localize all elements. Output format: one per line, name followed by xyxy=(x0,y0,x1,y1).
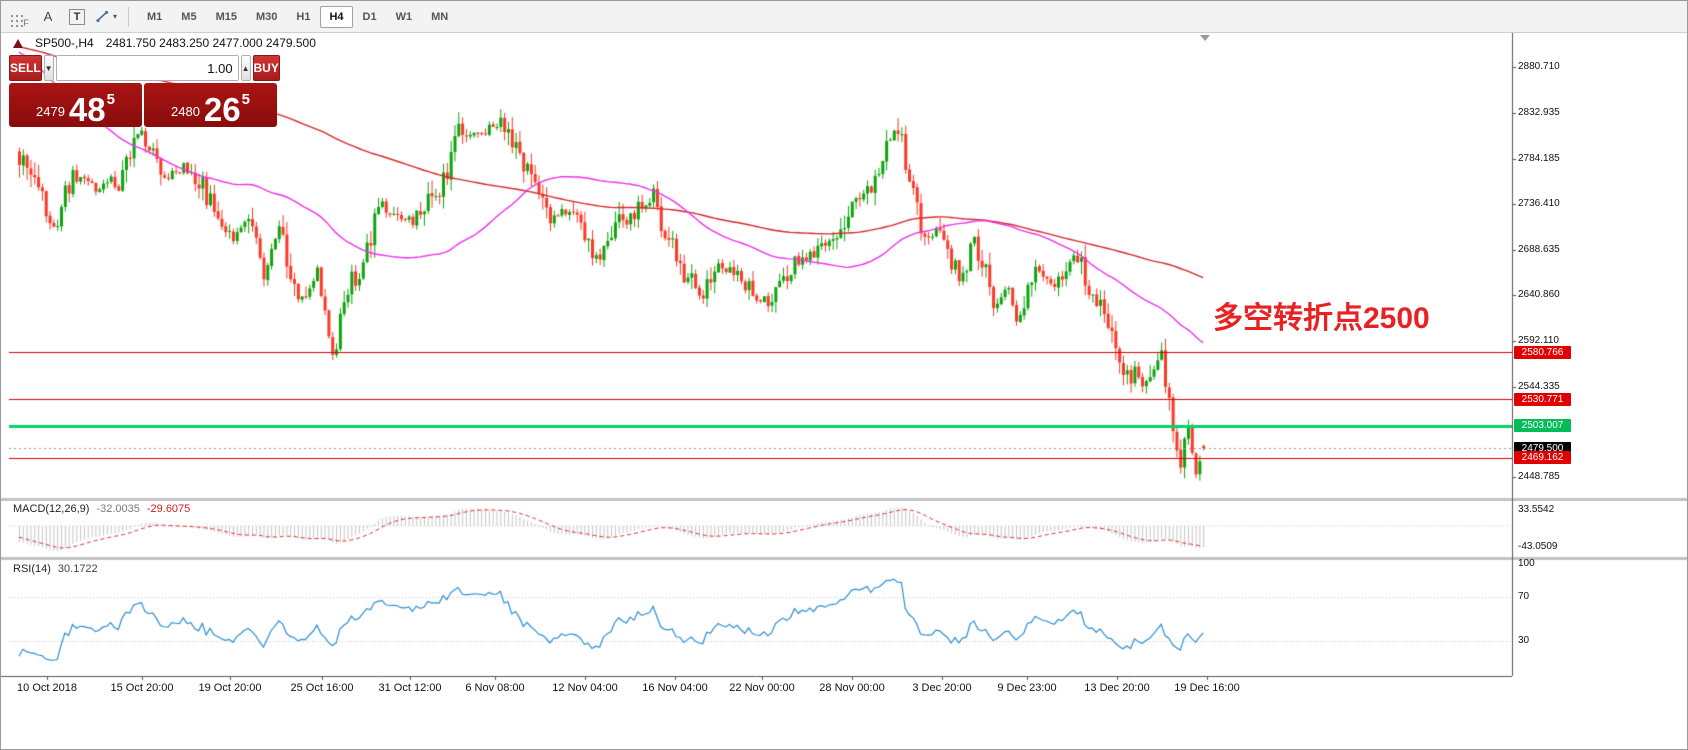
buy-price-display[interactable]: 2480 26 5 xyxy=(144,83,277,127)
symbol-period-label: SP500-,H4 xyxy=(35,36,94,50)
rsi-value: 30.1722 xyxy=(57,563,98,575)
macd-indicator-label: MACD(12,26,9) -32.0035 -29.6075 xyxy=(13,503,190,515)
timeframe-mn-button[interactable]: MN xyxy=(431,10,449,23)
time-axis-label: 9 Dec 23:00 xyxy=(997,682,1057,694)
sell-price-sup: 5 xyxy=(106,91,115,108)
timeframe-h1-button[interactable]: H1 xyxy=(296,10,311,23)
time-axis-label: 16 Nov 04:00 xyxy=(642,682,708,694)
one-click-trade-panel: SELL ▼ ▲ BUY 2479 48 5 xyxy=(9,55,280,127)
buy-button[interactable]: BUY xyxy=(252,55,280,81)
sell-price-display[interactable]: 2479 48 5 xyxy=(9,83,142,127)
grid-dots-icon xyxy=(11,14,24,27)
price-axis-label: 2880.710 xyxy=(1518,61,1560,73)
buy-button-label: BUY xyxy=(253,61,279,75)
macd-signal-value: -29.6075 xyxy=(146,503,191,515)
macd-axis-label: -43.0509 xyxy=(1518,541,1558,552)
macd-main-value: -32.0035 xyxy=(96,503,140,515)
hline-price-label[interactable]: 2503.007 xyxy=(1514,419,1571,433)
timeframe-h4-button[interactable]: H4 xyxy=(320,5,353,28)
volume-input[interactable] xyxy=(55,55,239,81)
time-axis-label: 10 Oct 2018 xyxy=(17,682,77,694)
ohlc-values: 2481.750 2483.250 2477.000 2479.500 xyxy=(105,36,316,50)
price-axis-label: 2784.185 xyxy=(1518,153,1560,164)
time-axis-label: 15 Oct 20:00 xyxy=(110,682,174,694)
price-axis-label: 2448.785 xyxy=(1518,471,1560,483)
timeframe-m15-button[interactable]: M15 xyxy=(215,10,237,23)
rsi-indicator-label: RSI(14) 30.1722 xyxy=(13,563,98,575)
sell-price-big: 48 xyxy=(68,90,106,128)
chart-title: SP500-,H4 2481.750 2483.250 2477.000 247… xyxy=(13,36,316,50)
buy-price-sup: 5 xyxy=(241,91,250,108)
toolbar-grip-icon[interactable]: F xyxy=(6,5,32,29)
time-axis-label: 19 Dec 16:00 xyxy=(1174,682,1240,694)
time-axis-label: 22 Nov 00:00 xyxy=(729,682,795,694)
chart-window: SP500-,H4 2481.750 2483.250 2477.000 247… xyxy=(1,33,1687,749)
price-axis-label: 2544.335 xyxy=(1518,380,1560,392)
price-axis-label: 2736.410 xyxy=(1518,198,1560,210)
font-tool-button[interactable]: A xyxy=(35,5,61,29)
timeframe-m1-button[interactable]: M1 xyxy=(147,10,163,23)
grip-label: F xyxy=(23,17,29,28)
time-axis-label: 13 Dec 20:00 xyxy=(1084,682,1150,694)
time-axis-label: 3 Dec 20:00 xyxy=(912,682,972,694)
hline-price-label[interactable]: 2469.162 xyxy=(1514,451,1571,465)
buy-price-big: 26 xyxy=(203,90,241,128)
rsi-axis-label: 100 xyxy=(1518,558,1535,569)
chart-annotation-text: 多空转折点2500 xyxy=(1213,302,1430,335)
price-axis-label: 2592.110 xyxy=(1518,335,1559,347)
chevron-down-icon: ▾ xyxy=(112,12,117,21)
chart-canvas[interactable] xyxy=(1,33,1687,749)
price-axis-label: 2640.860 xyxy=(1518,288,1560,300)
font-tool-label: A xyxy=(43,9,53,24)
time-axis-label: 12 Nov 04:00 xyxy=(552,682,618,694)
rsi-axis-label: 30 xyxy=(1518,635,1530,646)
chart-shift-marker-icon[interactable] xyxy=(1200,35,1210,41)
time-axis-label: 6 Nov 08:00 xyxy=(465,682,525,694)
price-axis[interactable]: 2880.710 2832.935 2784.185 2736.410 2688.635… xyxy=(1513,33,1687,676)
timeframe-w1-button[interactable]: W1 xyxy=(395,10,413,23)
sell-price-small: 2479 xyxy=(36,104,65,119)
time-axis-label: 28 Nov 00:00 xyxy=(819,682,885,694)
trade-panel-prices: 2479 48 5 2480 26 5 xyxy=(9,83,277,127)
time-axis-label: 31 Oct 12:00 xyxy=(378,682,442,694)
trendline-tool-icon xyxy=(96,10,109,23)
volume-increase-button[interactable]: ▲ xyxy=(240,55,251,81)
timeframe-d1-button[interactable]: D1 xyxy=(362,10,377,23)
time-axis-label: 25 Oct 16:00 xyxy=(290,682,354,694)
hline-price-label[interactable]: 2580.766 xyxy=(1514,345,1571,359)
rsi-name: RSI(14) xyxy=(13,563,51,575)
text-tool-button[interactable]: T xyxy=(64,5,90,29)
macd-axis-label: 33.5542 xyxy=(1518,504,1555,515)
text-box-icon: T xyxy=(69,8,85,25)
toolbar-separator xyxy=(128,6,129,27)
symbol-icon xyxy=(13,38,23,48)
arrow-up-icon: ▲ xyxy=(241,63,250,73)
rsi-axis-label: 70 xyxy=(1518,591,1530,602)
arrow-down-icon: ▼ xyxy=(44,63,53,73)
timeframe-m5-button[interactable]: M5 xyxy=(181,10,197,23)
buy-price-small: 2480 xyxy=(171,104,200,119)
sell-button-label: SELL xyxy=(10,61,41,75)
timeframe-m30-button[interactable]: M30 xyxy=(255,10,278,23)
time-axis[interactable]: 10 Oct 2018 15 Oct 20:00 19 Oct 20:00 25 Oc… xyxy=(1,682,1512,698)
macd-name: MACD(12,26,9) xyxy=(13,503,90,515)
time-axis-label: 19 Oct 20:00 xyxy=(198,682,262,694)
hline-price-label[interactable]: 2479.500 xyxy=(1514,441,1571,455)
trade-panel-controls: SELL ▼ ▲ BUY xyxy=(9,55,280,81)
volume-decrease-button[interactable]: ▼ xyxy=(43,55,54,81)
price-axis-label: 2688.635 xyxy=(1518,243,1560,255)
hline-price-label[interactable]: 2530.771 xyxy=(1514,392,1571,406)
timeframe-buttons: M1 M5 M15 M30 H1 H4 D1 W1 MN xyxy=(138,5,457,28)
toolbar: F A T ▾ M1 M5 M15 M30 H1 H4 D1 W1 MN xyxy=(1,1,1687,33)
sell-button[interactable]: SELL xyxy=(9,55,42,81)
price-axis-label: 2832.935 xyxy=(1518,106,1560,118)
drawing-tools-dropdown[interactable]: ▾ xyxy=(93,5,119,29)
